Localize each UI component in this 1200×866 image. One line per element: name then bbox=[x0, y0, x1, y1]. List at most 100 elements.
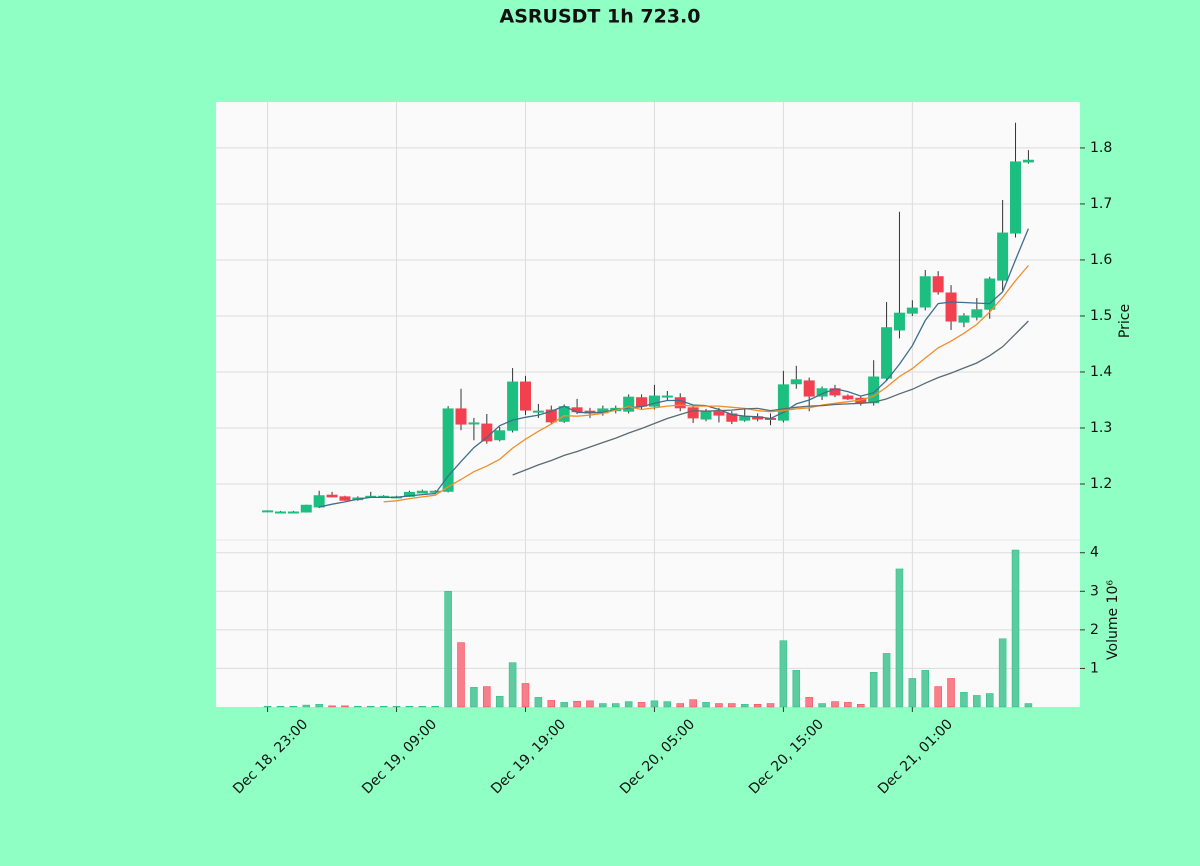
volume-bar bbox=[715, 703, 723, 708]
candle-body bbox=[455, 408, 467, 425]
candle-body bbox=[906, 307, 918, 314]
y-tick-label: 1.4 bbox=[1090, 364, 1112, 380]
volume-bar bbox=[573, 700, 581, 708]
volume-bar bbox=[547, 700, 556, 708]
volume-bar bbox=[366, 705, 375, 708]
y-tick-label: 2 bbox=[1090, 622, 1099, 638]
volume-bar bbox=[676, 703, 684, 708]
volume-bar bbox=[818, 703, 826, 708]
volume-bar bbox=[405, 705, 414, 708]
candle-body bbox=[262, 510, 274, 513]
candle-body bbox=[803, 380, 815, 397]
candle-body bbox=[700, 410, 712, 420]
volume-bar bbox=[882, 653, 891, 708]
volume-bar bbox=[895, 568, 904, 708]
candle-body bbox=[713, 411, 725, 416]
candle-body bbox=[893, 312, 905, 331]
volume-bar bbox=[947, 678, 955, 708]
volume-bar bbox=[341, 705, 349, 708]
candle-body bbox=[842, 395, 854, 400]
volume-bar bbox=[857, 704, 865, 708]
candle-body bbox=[532, 410, 544, 413]
volume-bar bbox=[728, 703, 736, 708]
volume-bar bbox=[792, 670, 801, 708]
volume-bar bbox=[379, 705, 388, 708]
y-tick-label: 1.6 bbox=[1090, 252, 1112, 268]
volume-bar bbox=[1024, 703, 1033, 708]
volume-bar bbox=[766, 703, 775, 708]
volume-bar bbox=[302, 704, 311, 708]
volume-bar bbox=[650, 700, 659, 708]
candle-body bbox=[274, 511, 286, 514]
volume-bar bbox=[289, 705, 298, 708]
y-tick-label: 1.7 bbox=[1090, 196, 1112, 212]
candle-body bbox=[300, 504, 312, 513]
candle-body bbox=[313, 495, 325, 508]
volume-bar bbox=[779, 640, 788, 708]
volume-bar bbox=[483, 686, 491, 708]
volume-bar bbox=[637, 702, 646, 708]
volume-bar bbox=[985, 693, 994, 708]
candle-body bbox=[777, 384, 789, 421]
y-tick-label: 1.3 bbox=[1090, 420, 1112, 436]
candle-body bbox=[661, 395, 673, 398]
candle-body bbox=[1022, 159, 1034, 163]
candle-body bbox=[984, 278, 996, 310]
moving-average-line bbox=[383, 265, 1029, 503]
candle-body bbox=[507, 381, 519, 431]
candle-body bbox=[687, 407, 699, 419]
volume-axis-label: Volume 10⁶ bbox=[1105, 580, 1121, 660]
candle-body bbox=[674, 397, 686, 409]
volume-bar bbox=[934, 686, 942, 708]
volume-bar bbox=[908, 678, 917, 708]
volume-bar bbox=[521, 683, 530, 708]
volume-bar bbox=[586, 700, 594, 708]
candle-body bbox=[881, 327, 893, 379]
volume-bar bbox=[470, 687, 478, 708]
volume-bar bbox=[418, 705, 427, 708]
volume-bar bbox=[534, 697, 543, 708]
volume-bar bbox=[740, 704, 749, 708]
volume-bar bbox=[457, 642, 465, 708]
y-tick-label: 1.5 bbox=[1090, 308, 1112, 324]
candle-body bbox=[919, 276, 931, 308]
candle-body bbox=[1010, 161, 1022, 234]
candle-body bbox=[545, 409, 557, 423]
candle-body bbox=[481, 423, 493, 442]
candle-body bbox=[739, 416, 751, 421]
candle-body bbox=[623, 396, 635, 412]
volume-bar bbox=[869, 672, 878, 708]
price-axis-label: Price bbox=[1117, 304, 1133, 338]
y-tick-label: 1 bbox=[1090, 660, 1099, 676]
volume-bar bbox=[431, 705, 439, 708]
candle-body bbox=[287, 511, 299, 514]
y-tick-label: 1.8 bbox=[1090, 140, 1112, 156]
candle-body bbox=[945, 292, 957, 322]
volume-bar bbox=[1011, 549, 1020, 708]
candle-body bbox=[519, 381, 531, 411]
candle-body bbox=[468, 422, 480, 425]
volume-panel bbox=[216, 540, 1080, 707]
candle-body bbox=[442, 408, 454, 492]
volume-bar bbox=[663, 701, 672, 708]
volume-bar bbox=[960, 692, 968, 708]
volume-bar bbox=[444, 591, 452, 708]
volume-bar bbox=[831, 701, 839, 708]
volume-bar bbox=[844, 702, 852, 708]
volume-bar bbox=[689, 699, 697, 708]
volume-bar bbox=[328, 705, 336, 708]
volume-bar bbox=[392, 705, 401, 708]
volume-bar bbox=[805, 697, 813, 708]
price-panel bbox=[216, 102, 1080, 540]
candle-body bbox=[932, 276, 944, 293]
y-tick-label: 1.2 bbox=[1090, 476, 1112, 492]
candle-body bbox=[339, 496, 351, 501]
candle-body bbox=[558, 406, 570, 422]
volume-bar bbox=[315, 704, 323, 708]
y-tick-label: 4 bbox=[1090, 545, 1099, 561]
volume-bar bbox=[495, 695, 504, 708]
candle-body bbox=[326, 494, 338, 498]
moving-average-line bbox=[319, 228, 1030, 508]
candle-body bbox=[636, 397, 648, 407]
